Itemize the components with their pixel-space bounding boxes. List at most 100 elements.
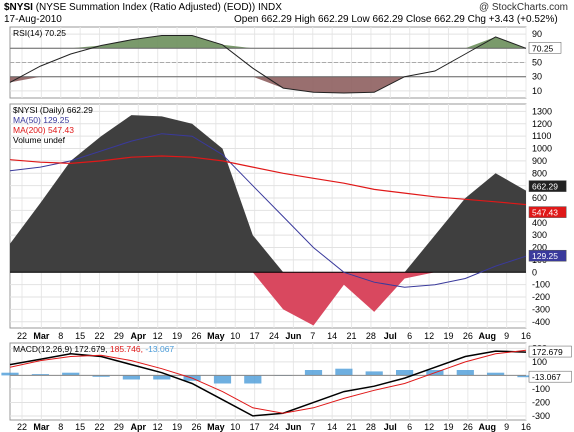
- x-tick-bottom-3: 15: [75, 422, 85, 432]
- chart-date: 17-Aug-2010: [4, 14, 62, 25]
- chart-header-row1: $NYSI (NYSE Summation Index (Ratio Adjus…: [4, 2, 282, 13]
- x-tick-top-17: 21: [347, 331, 357, 341]
- price-tick-4: 0: [532, 267, 537, 277]
- rsi-overbought-fill: [10, 35, 526, 49]
- x-tick-bottom-6: Apr: [131, 422, 147, 432]
- rsi-tick-1: 30: [532, 72, 542, 82]
- close-label: Close: [405, 14, 432, 25]
- macd-legend-part-2: 185.746,: [110, 344, 145, 354]
- macd-histogram-bar-12: [365, 371, 383, 376]
- price-tick-16: 1200: [532, 119, 552, 129]
- macd-histogram-bar-1: [31, 374, 49, 376]
- macd-histogram-bar-4: [122, 375, 140, 380]
- open-label: Open: [234, 14, 259, 25]
- macd-legend-part-0: MACD(12,26,9): [13, 344, 74, 354]
- ma50-last-value-flag: [528, 249, 567, 262]
- price-tick-12: 800: [532, 168, 547, 178]
- macd-legend-part-1: 172.679,: [74, 344, 109, 354]
- chg-value: +3.43 (+0.52%): [488, 14, 558, 25]
- price-tick-6: 200: [532, 243, 547, 253]
- summation-positive-area: [10, 115, 526, 273]
- x-tick-bottom-12: 17: [250, 422, 260, 432]
- x-tick-top-15: 7: [310, 331, 315, 341]
- quote-row: Open 662.29 High 662.29 Low 662.29 Close…: [234, 14, 558, 25]
- x-tick-top-0: 22: [17, 331, 27, 341]
- signal-line: [9, 349, 527, 414]
- x-tick-bottom-7: 12: [153, 422, 163, 432]
- macd-legend: MACD(12,26,9) 172.679, 185.746, -13.067: [13, 344, 174, 354]
- x-tick-bottom-5: 29: [114, 422, 124, 432]
- x-tick-top-4: 22: [95, 331, 105, 341]
- rsi-line: [9, 35, 527, 94]
- price-tick-2: -200: [532, 292, 550, 302]
- macd-histogram-bar-16: [487, 372, 505, 376]
- macd-histogram-bar-17: [517, 375, 535, 378]
- price-tick-15: 1100: [532, 131, 551, 141]
- macd-last-value: 172.679: [532, 347, 563, 357]
- x-tick-top-23: 26: [463, 331, 473, 341]
- x-tick-top-11: 10: [230, 331, 240, 341]
- macd-histogram-bar-2: [62, 372, 80, 376]
- x-tick-top-5: 29: [114, 331, 124, 341]
- close-value: 662.29: [434, 14, 465, 25]
- price-tick-7: 300: [532, 230, 547, 240]
- chg-label: Chg: [467, 14, 486, 25]
- x-tick-bottom-0: 22: [17, 422, 27, 432]
- x-tick-bottom-9: 26: [191, 422, 201, 432]
- x-tick-top-13: 24: [269, 331, 279, 341]
- ma200-last-value: 547.43: [532, 208, 558, 218]
- x-tick-top-19: Jul: [384, 331, 397, 341]
- price-tick-17: 1300: [532, 106, 552, 116]
- x-tick-top-20: 6: [407, 331, 412, 341]
- x-tick-top-12: 17: [250, 331, 260, 341]
- macd-line: [9, 350, 527, 417]
- price-last-value-flag: [528, 180, 567, 192]
- macd-histogram-bar-3: [92, 375, 110, 377]
- macd-tick-4: 100: [532, 357, 547, 367]
- rsi-last-value-flag: [528, 42, 562, 54]
- rsi-tick-2: 50: [532, 58, 542, 68]
- index-name: (NYSE Summation Index (Ratio Adjusted) (…: [35, 2, 256, 13]
- macd-histogram-bar-5: [153, 375, 171, 380]
- exchange: INDX: [258, 2, 282, 13]
- x-tick-bottom-18: 28: [366, 422, 376, 432]
- macd-legend-part-3: -13.067: [145, 344, 174, 354]
- macd-tick-0: -300: [532, 411, 550, 421]
- x-tick-bottom-23: 26: [463, 422, 473, 432]
- x-tick-top-26: 16: [521, 331, 531, 341]
- price-tick-14: 1000: [532, 144, 552, 154]
- rsi-oversold-fill: [10, 76, 526, 93]
- price-tick-8: 400: [532, 218, 547, 228]
- x-tick-bottom-20: 6: [407, 422, 412, 432]
- x-tick-bottom-11: 10: [230, 422, 240, 432]
- x-tick-top-10: May: [207, 331, 225, 341]
- low-value: 662.29: [372, 14, 404, 25]
- macd-histogram-bar-8: [244, 375, 262, 384]
- high-label: High: [294, 14, 316, 25]
- macd-histogram-bar-13: [396, 370, 414, 376]
- ma200-line: [9, 155, 527, 206]
- x-tick-top-24: Aug: [478, 331, 496, 341]
- x-tick-top-25: 9: [504, 331, 509, 341]
- ma50-line: [9, 133, 527, 288]
- rsi-legend: RSI(14) 70.25: [13, 28, 66, 38]
- watermark: @ StockCharts.com: [478, 2, 568, 13]
- x-tick-bottom-8: 19: [172, 422, 182, 432]
- ma200-last-value-flag: [528, 206, 567, 218]
- macd-histogram-bar-7: [213, 375, 232, 384]
- x-tick-bottom-13: 24: [269, 422, 279, 432]
- rsi-tick-4: 90: [532, 29, 542, 39]
- x-tick-bottom-26: 16: [521, 422, 531, 432]
- low-label: Low: [351, 14, 370, 25]
- x-tick-bottom-22: 19: [443, 422, 453, 432]
- symbol: $NYSI: [4, 2, 33, 13]
- x-tick-bottom-17: 21: [347, 422, 357, 432]
- x-tick-bottom-15: 7: [310, 422, 315, 432]
- x-tick-top-16: 14: [327, 331, 337, 341]
- macd-histogram-bar-0: [1, 372, 19, 376]
- high-value: 662.29: [317, 14, 349, 25]
- x-tick-top-22: 19: [443, 331, 453, 341]
- open-value: 662.29: [261, 14, 292, 25]
- x-tick-bottom-24: Aug: [478, 422, 496, 432]
